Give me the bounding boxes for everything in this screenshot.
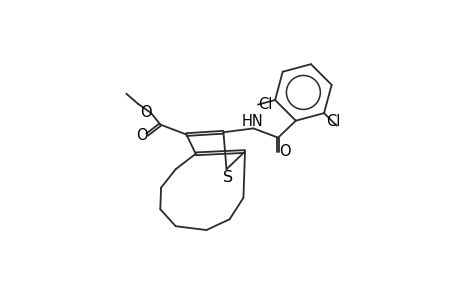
Text: Cl: Cl [325,113,340,128]
Text: S: S [223,170,233,185]
Text: O: O [140,105,151,120]
Text: O: O [136,128,147,143]
Text: O: O [279,144,290,159]
Text: HN: HN [241,114,263,129]
Text: Cl: Cl [258,97,272,112]
